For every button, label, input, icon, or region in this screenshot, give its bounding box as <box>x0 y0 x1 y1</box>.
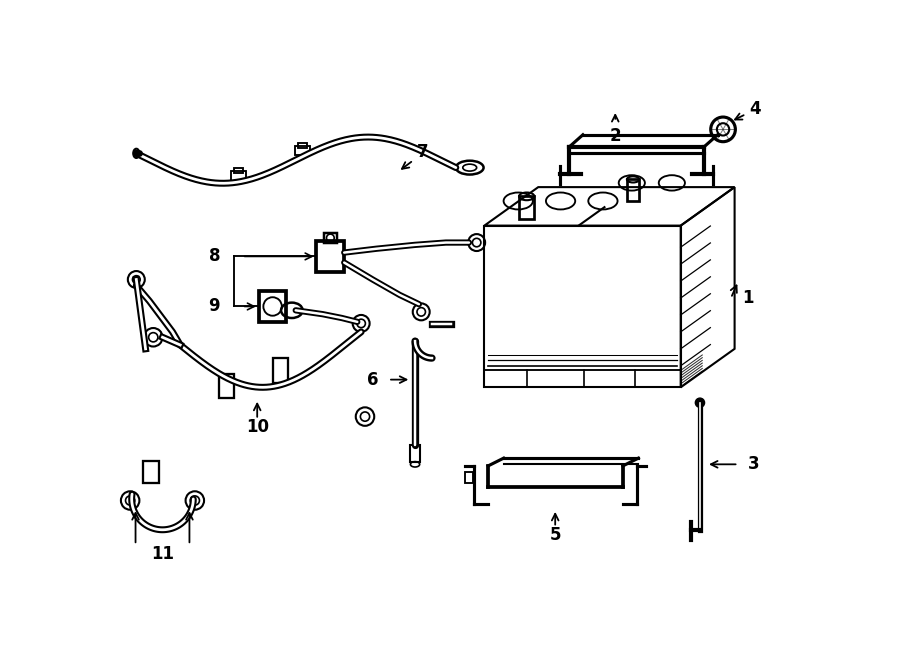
Bar <box>295 146 310 155</box>
Bar <box>273 358 288 383</box>
Bar <box>298 143 307 147</box>
Text: 3: 3 <box>748 455 760 473</box>
Text: 6: 6 <box>366 371 378 389</box>
Bar <box>258 291 286 322</box>
Bar <box>627 179 639 201</box>
Text: 7: 7 <box>417 143 428 161</box>
Text: 10: 10 <box>246 418 269 436</box>
Text: 5: 5 <box>549 526 561 544</box>
Ellipse shape <box>133 149 140 158</box>
Circle shape <box>696 398 705 407</box>
Bar <box>410 445 419 462</box>
Text: 9: 9 <box>209 297 220 315</box>
Bar <box>317 241 344 272</box>
Text: 1: 1 <box>742 290 754 307</box>
Bar <box>234 168 243 173</box>
Text: 4: 4 <box>750 100 761 118</box>
Text: 8: 8 <box>209 247 220 266</box>
Bar <box>324 233 337 243</box>
Text: 11: 11 <box>151 545 174 563</box>
Bar <box>465 472 472 483</box>
Bar <box>219 373 234 398</box>
Text: 2: 2 <box>609 127 621 145</box>
Bar <box>519 196 535 219</box>
Bar <box>143 461 158 483</box>
Bar <box>231 171 247 180</box>
